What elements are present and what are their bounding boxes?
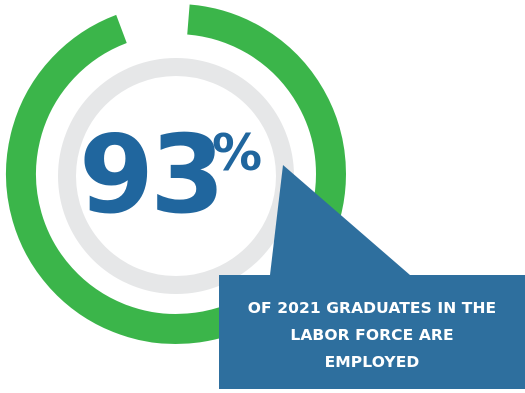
- callout-box: OF 2021 GRADUATES IN THE LABOR FORCE ARE…: [219, 275, 525, 389]
- percent-value: 93: [79, 113, 221, 238]
- callout-caption: OF 2021 GRADUATES IN THE LABOR FORCE ARE…: [247, 298, 497, 371]
- percent-sign: %: [212, 124, 262, 182]
- callout-pointer: [270, 165, 410, 275]
- progress-ring-arc: [6, 4, 346, 344]
